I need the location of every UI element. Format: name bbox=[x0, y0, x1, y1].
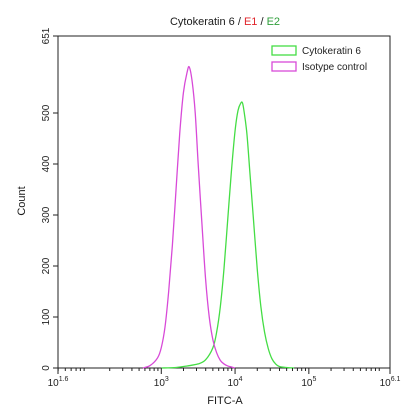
title-part-3: E2 bbox=[267, 16, 280, 28]
title-part-0: Cytokeratin 6 / bbox=[170, 16, 244, 28]
y-tick-label: 100 bbox=[41, 308, 52, 325]
legend-swatch bbox=[271, 45, 297, 56]
legend-label: Cytokeratin 6 bbox=[302, 46, 361, 57]
y-tick-label: 0 bbox=[41, 365, 52, 371]
y-tick-label: 651 bbox=[41, 27, 52, 44]
title-part-2: / bbox=[257, 16, 266, 28]
y-tick-label: 400 bbox=[41, 155, 52, 172]
y-axis-label: Count bbox=[16, 186, 28, 215]
series-line-cytokeratin6 bbox=[161, 101, 295, 369]
series-line-isotype-control bbox=[142, 65, 236, 369]
legend-label: Isotype control bbox=[302, 62, 367, 73]
x-tick-label: 105 bbox=[301, 376, 316, 389]
chart-title: Cytokeratin 6 / E1 / E2 bbox=[170, 16, 280, 28]
x-axis-label: FITC-A bbox=[207, 395, 243, 407]
x-tick-label: 104 bbox=[228, 376, 243, 389]
title-part-1: E1 bbox=[244, 16, 257, 28]
y-tick-label: 200 bbox=[41, 257, 52, 274]
y-tick-label: 300 bbox=[41, 206, 52, 223]
x-tick-label: 103 bbox=[154, 376, 169, 389]
x-tick-label: 106.1 bbox=[380, 376, 401, 389]
legend-swatch bbox=[271, 61, 297, 72]
legend: Cytokeratin 6 Isotype control bbox=[271, 45, 367, 73]
plot-area bbox=[57, 35, 391, 369]
x-tick-label: 101.6 bbox=[48, 376, 69, 389]
axes-layer: 0 100 200 300 400 500 651 101.6 103 104 105 106.1 bbox=[41, 27, 401, 389]
y-tick-label: 500 bbox=[41, 104, 52, 121]
series-layer bbox=[142, 65, 295, 369]
